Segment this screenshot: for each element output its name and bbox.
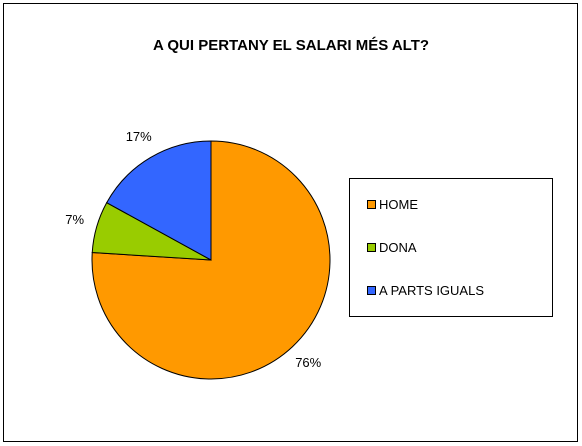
pie-slice [106,140,212,261]
legend-label: A PARTS IGUALS [379,283,484,298]
data-label: 76% [295,355,321,370]
legend-swatch [367,243,376,252]
pie-slice [91,140,331,380]
legend-swatch [367,286,376,295]
data-label: 7% [65,212,84,227]
legend-label: HOME [379,197,418,212]
chart-title: A QUI PERTANY EL SALARI MÉS ALT? [153,37,429,54]
legend-label: DONA [379,240,417,255]
legend-swatch [367,200,376,209]
data-label: 17% [126,129,152,144]
legend-box [349,178,553,317]
